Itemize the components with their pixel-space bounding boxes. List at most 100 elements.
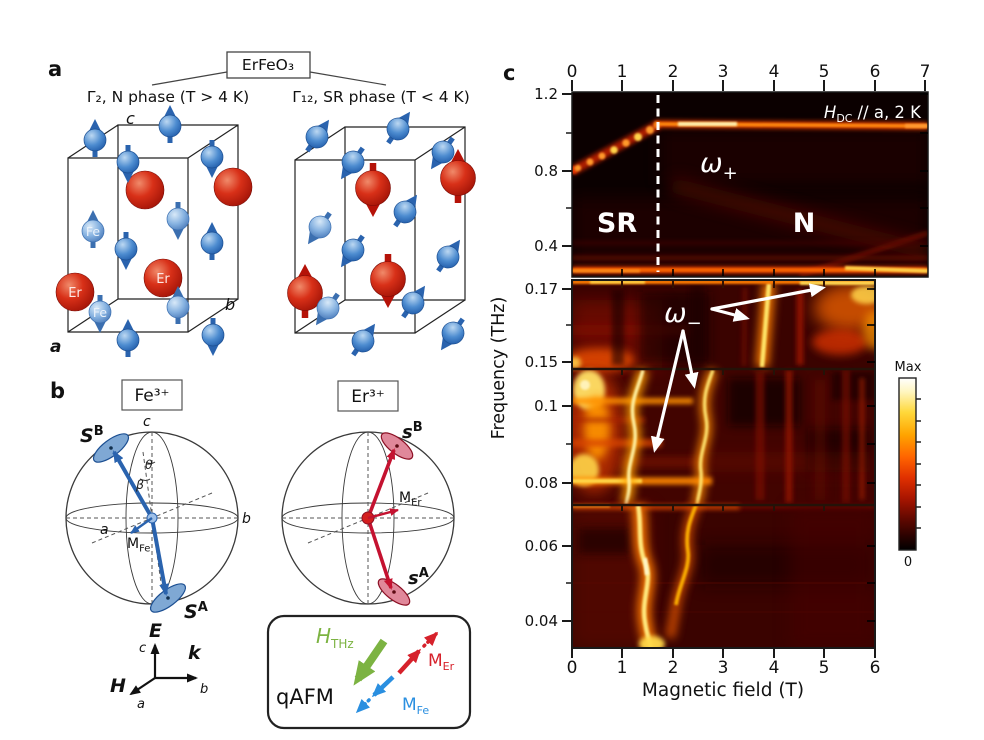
lower-panel-right-ticks — [867, 288, 875, 622]
top-tick-label: 4 — [769, 62, 780, 82]
mfe-dotted-arrow — [355, 698, 371, 714]
top-tick-label: 6 — [870, 62, 881, 82]
heatmap-section-c — [572, 503, 875, 648]
er-atom-label: Er — [156, 272, 170, 287]
fe-atom-spin-down — [202, 318, 224, 356]
heatmap-top-panel — [572, 92, 928, 277]
omega-minus-arrow-1 — [710, 283, 826, 311]
spin-arrow-SA — [150, 517, 170, 596]
er-atom-label: Er — [68, 286, 82, 301]
fe-atom-spin-down — [201, 140, 223, 178]
mer-label: MEr — [399, 490, 422, 509]
disk-dot — [109, 446, 113, 450]
omega-minus-label: ω− — [664, 298, 702, 334]
E-label: E — [149, 620, 162, 642]
omega-minus-arrows — [650, 283, 826, 453]
disk-dot — [392, 590, 396, 594]
field-condition-label: HDC// a, 2 K — [824, 103, 922, 125]
panel-a-label: a — [48, 57, 62, 81]
er-atom-spin-down — [356, 163, 391, 217]
field-axes-triad: E k H c b a — [110, 620, 208, 712]
fe-atom-spin-tilted — [386, 188, 426, 232]
boundary-2-ticks — [621, 505, 825, 511]
lower-top-edge-ticks — [621, 281, 825, 288]
qafm-inset: HTHz MEr MFe qAFM — [266, 614, 472, 730]
triad-axis-a: a — [137, 697, 145, 712]
mfe-arrow — [130, 517, 153, 534]
fe-atom-spin-tilted — [429, 233, 469, 277]
bottom-x-axis: 0 1 2 3 4 5 6 Magnetic field (T) — [567, 648, 881, 701]
bottom-tick-label: 1 — [617, 658, 628, 678]
omega-minus-arrow-2 — [710, 307, 750, 322]
beta-label: β — [135, 477, 144, 492]
H-label: H — [110, 675, 126, 697]
colorbar-max-label: Max — [895, 360, 922, 375]
top-tick-label: 1 — [617, 62, 628, 82]
qafm-mer-label: MEr — [428, 651, 455, 673]
freq-tick-label: 0.08 — [525, 474, 558, 492]
top-panel-right-ticks — [920, 93, 928, 247]
freq-tick-label: 0.1 — [534, 397, 558, 415]
fe-sphere-axis-b: b — [242, 511, 251, 527]
compound-box — [226, 51, 311, 79]
fe-atom-spin-up — [159, 105, 181, 143]
colorbar-ticks — [916, 398, 921, 529]
spin-sA-label: sA — [408, 566, 429, 589]
disk-dot — [166, 596, 170, 600]
bottom-tick-label: 0 — [567, 658, 578, 678]
freq-minor-ticks — [566, 132, 572, 584]
omega-plus-label: ω+ — [700, 148, 738, 184]
axis-a-label: a — [50, 337, 61, 357]
freq-tick-label: 0.8 — [534, 162, 558, 180]
bottom-axis-ticks — [571, 648, 876, 658]
fe-sphere-axis-a: a — [100, 522, 109, 538]
colorbar-gradient — [898, 377, 917, 551]
top-panel-inner-ticks — [621, 269, 876, 276]
freq-tick-label: 1.2 — [534, 85, 558, 103]
er-atom — [125, 170, 165, 210]
panel-b: b Fe³⁺ Er³⁺ SB SA θ β MFe a b — [50, 379, 472, 730]
bottom-tick-label: 5 — [819, 658, 830, 678]
panel-c: c Frequency (THz) — [489, 61, 930, 701]
bottom-tick-label: 3 — [718, 658, 729, 678]
h-axis-arrow — [129, 677, 156, 696]
compound-label: ErFeO₃ — [242, 56, 294, 74]
fe-atom-spin-tilted — [299, 207, 339, 251]
panel-c-label: c — [503, 61, 515, 85]
colorbar-min-label: 0 — [904, 555, 912, 570]
compound-connector-lines — [151, 71, 387, 86]
fe-atom-spin-up — [201, 222, 223, 260]
omega-minus-arrow-4 — [681, 329, 699, 389]
spin-arrow-sA — [366, 517, 393, 590]
bottom-tick-label: 2 — [668, 658, 679, 678]
panel-a: a ErFeO₃ Γ₂, N phase (T > 4 K) Γ₁₂, SR p… — [48, 51, 476, 361]
beta-arc — [139, 478, 151, 481]
hthz-arrow — [353, 638, 388, 686]
axis-c-label: c — [126, 109, 135, 128]
er-spin-sphere: sB sA MEr — [281, 420, 455, 606]
top-tick-label: 3 — [718, 62, 729, 82]
panel-b-label: b — [50, 379, 65, 403]
top-axis-ticks — [571, 80, 926, 91]
freq-tick-label: 0.17 — [525, 280, 558, 298]
hthz-label: HTHz — [316, 624, 354, 651]
triad-axis-c: c — [139, 641, 146, 656]
spin-arrow-SB — [112, 450, 154, 519]
bottom-tick-label: 4 — [769, 658, 780, 678]
theta-label: θ — [145, 457, 153, 472]
fe-sphere-axis-c: c — [143, 414, 151, 430]
axis-b-label: b — [225, 295, 235, 314]
top-tick-label: 2 — [668, 62, 679, 82]
freq-tick-label: 0.06 — [525, 537, 558, 555]
fe-atom-spin-tilted — [432, 313, 472, 357]
mer-arrow — [367, 508, 399, 520]
colorbar: Max 0 — [895, 360, 922, 570]
mfe-solid-arrow — [371, 675, 395, 698]
top-tick-label: 7 — [920, 62, 931, 82]
bottom-tick-label: 6 — [870, 658, 881, 678]
qafm-mfe-label: MFe — [402, 695, 429, 717]
theta-arc — [145, 461, 156, 464]
heatmap-section-b — [572, 368, 875, 506]
